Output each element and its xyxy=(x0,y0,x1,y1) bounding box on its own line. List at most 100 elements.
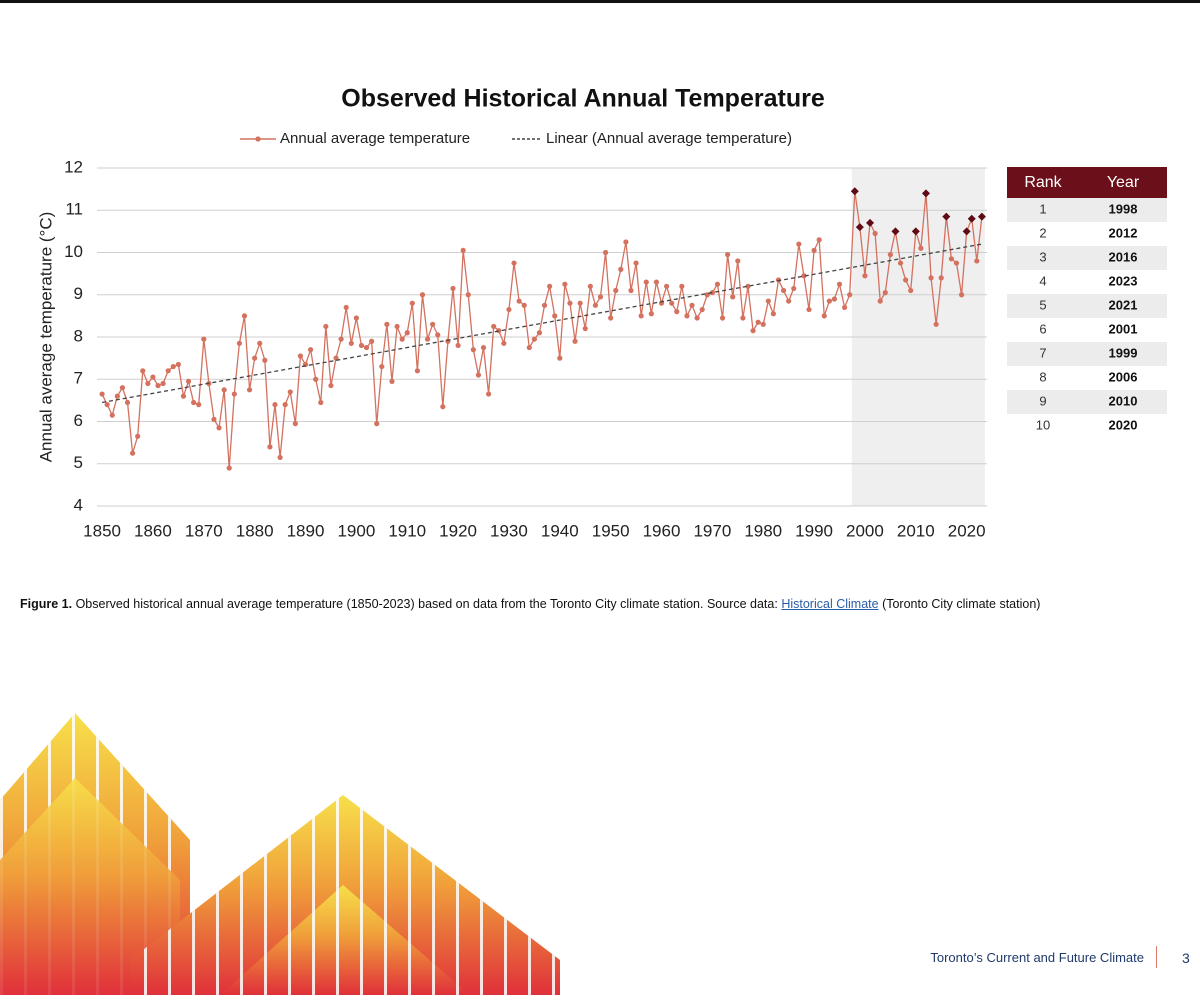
marker xyxy=(577,300,583,306)
x-tick-label: 1970 xyxy=(693,521,731,540)
marker xyxy=(750,328,756,334)
marker xyxy=(842,304,848,311)
marker xyxy=(592,302,599,308)
marker xyxy=(175,361,181,368)
marker xyxy=(430,321,436,327)
footer-title: Toronto’s Current and Future Climate xyxy=(930,950,1144,965)
marker xyxy=(821,313,827,319)
legend-label: Linear (Annual average temperature) xyxy=(546,130,792,147)
marker xyxy=(343,304,349,311)
decoration xyxy=(0,713,560,995)
marker xyxy=(582,325,588,332)
marker xyxy=(409,300,415,306)
highlight-marker xyxy=(850,187,859,196)
marker xyxy=(806,306,812,313)
highlight-marker xyxy=(855,223,864,232)
marker xyxy=(99,391,105,397)
marker xyxy=(775,277,782,283)
marker xyxy=(465,292,471,298)
marker xyxy=(552,313,558,319)
marker xyxy=(958,292,965,298)
marker xyxy=(709,290,715,296)
marker xyxy=(826,298,832,304)
marker xyxy=(491,323,497,330)
x-tick-label: 1990 xyxy=(795,521,833,540)
table-year: 1999 xyxy=(1109,345,1138,360)
marker xyxy=(669,300,675,306)
marker xyxy=(282,402,288,408)
x-tick-label: 1890 xyxy=(287,521,325,540)
marker xyxy=(414,368,420,374)
table-year: 2006 xyxy=(1109,369,1138,384)
highlight-marker xyxy=(921,189,930,198)
table-rank: 6 xyxy=(1039,321,1046,336)
marker xyxy=(974,258,980,264)
marker xyxy=(353,315,359,321)
marker xyxy=(689,302,695,308)
marker xyxy=(536,330,543,336)
marker xyxy=(328,382,334,389)
marker xyxy=(226,465,232,471)
marker xyxy=(567,300,573,306)
y-tick-label: 8 xyxy=(74,326,83,345)
page-number: 3 xyxy=(1182,950,1190,966)
table-rank: 2 xyxy=(1039,225,1046,240)
marker xyxy=(475,372,482,378)
table-year: 2020 xyxy=(1109,417,1138,432)
marker xyxy=(816,237,822,243)
trend-line xyxy=(101,243,983,404)
legend-label: Annual average temperature xyxy=(280,130,470,147)
marker xyxy=(216,425,222,431)
highlight-marker xyxy=(891,227,900,236)
marker xyxy=(114,393,120,399)
marker xyxy=(252,355,258,361)
caption-tail: (Toronto City climate station) xyxy=(882,597,1041,611)
y-tick-label: 12 xyxy=(64,157,83,176)
table-row-bg xyxy=(1007,198,1167,222)
marker xyxy=(287,389,293,395)
table-row-bg xyxy=(1007,390,1167,414)
marker xyxy=(135,433,141,439)
highlight-marker xyxy=(967,214,976,223)
marker xyxy=(791,285,797,292)
table-row-bg xyxy=(1007,294,1167,318)
marker xyxy=(918,245,924,251)
marker xyxy=(333,355,339,361)
table-year: 2001 xyxy=(1109,321,1138,336)
marker xyxy=(674,309,680,315)
x-tick-label: 1960 xyxy=(643,521,681,540)
marker xyxy=(557,355,563,361)
marker xyxy=(221,387,227,393)
marker xyxy=(948,256,955,262)
caption-link[interactable]: Historical Climate xyxy=(781,597,879,611)
table-year: 2012 xyxy=(1109,225,1138,240)
x-tick-label: 2010 xyxy=(897,521,935,540)
marker xyxy=(419,292,426,298)
marker xyxy=(196,402,202,408)
marker xyxy=(511,260,517,266)
table-rank: 5 xyxy=(1039,297,1046,312)
marker xyxy=(124,399,131,406)
table-header: Rank xyxy=(1024,174,1062,191)
marker xyxy=(928,275,934,281)
marker xyxy=(338,336,344,342)
marker xyxy=(435,332,441,338)
marker xyxy=(379,363,385,370)
marker xyxy=(877,298,883,304)
table-year: 1998 xyxy=(1109,201,1138,216)
highlight-marker xyxy=(911,227,920,236)
marker xyxy=(903,277,909,283)
marker xyxy=(745,283,751,289)
marker xyxy=(643,279,649,285)
marker xyxy=(104,402,110,408)
footer-divider xyxy=(1156,946,1157,968)
table-rank: 9 xyxy=(1039,393,1046,408)
table-rank: 1 xyxy=(1039,201,1046,216)
marker xyxy=(770,311,777,317)
marker xyxy=(684,313,690,319)
marker xyxy=(602,249,609,256)
marker xyxy=(506,306,512,313)
marker xyxy=(480,344,487,351)
table-year: 2016 xyxy=(1109,249,1138,264)
